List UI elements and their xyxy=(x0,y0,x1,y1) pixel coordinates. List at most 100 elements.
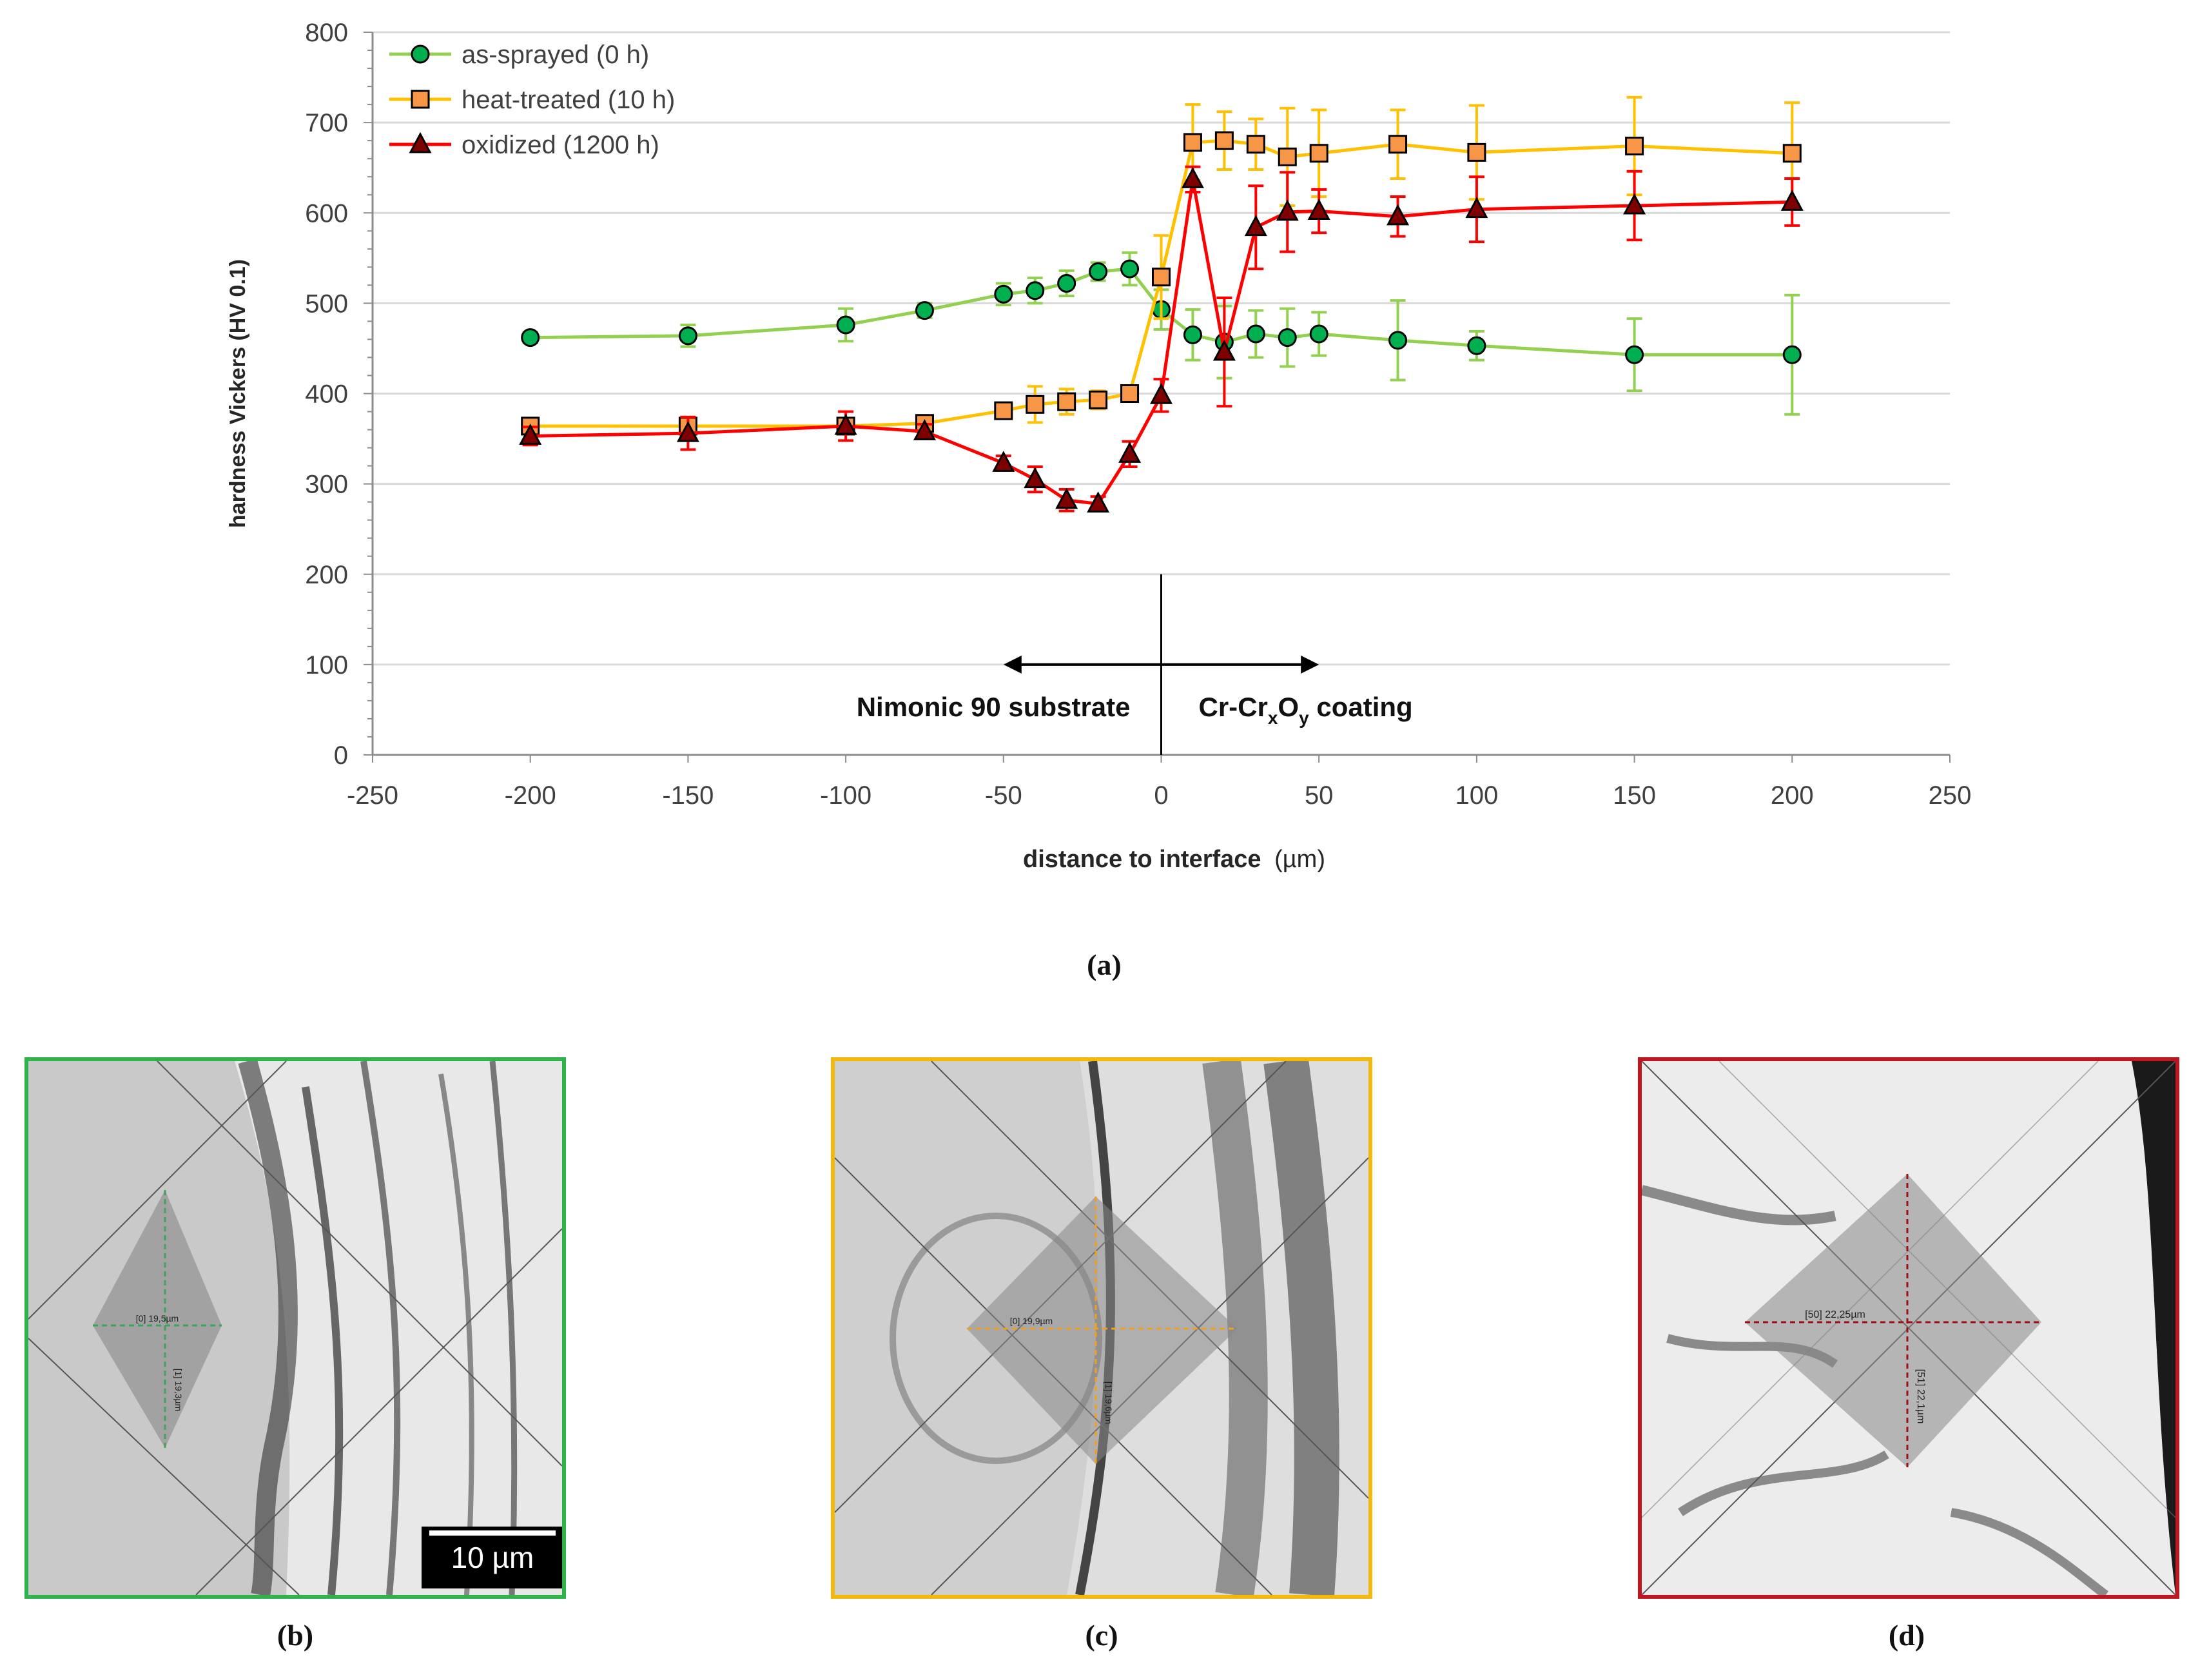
data-point xyxy=(1309,144,1328,163)
x-tick-label: 50 xyxy=(1305,781,1334,810)
legend-label: as-sprayed (0 h) xyxy=(462,41,649,69)
coating-label: Cr-CrxOy coating xyxy=(1199,692,1413,728)
data-point xyxy=(1181,167,1204,188)
data-point xyxy=(1087,491,1110,513)
data-point xyxy=(1388,135,1408,154)
data-point xyxy=(1309,324,1328,344)
x-tick-labels: -250 -200 -150 -100 -50 0 50 100 150 200 250 xyxy=(347,755,1971,810)
x-tick-label: 200 xyxy=(1771,781,1814,810)
data-point xyxy=(1057,392,1076,411)
data-point xyxy=(1467,142,1486,162)
data-point xyxy=(994,401,1013,420)
interface-annotation: Nimonic 90 substrate Cr-CrxOy coating xyxy=(857,574,1413,755)
x-tick-label: 250 xyxy=(1929,781,1972,810)
y-tick-label: 0 xyxy=(334,741,348,770)
coating-label-part: coating xyxy=(1309,692,1413,722)
y-tick-label: 100 xyxy=(305,651,348,679)
data-point xyxy=(1120,259,1140,278)
y-tick-label: 300 xyxy=(305,471,348,499)
data-point xyxy=(1183,325,1202,344)
measurement-label-b-v: [1] 19,3µm xyxy=(173,1369,184,1411)
data-point xyxy=(913,419,936,440)
x-tick-label: 150 xyxy=(1613,781,1656,810)
micrograph-panel-c: [0] 19,9µm [1] 19,6µm xyxy=(831,1057,1372,1599)
data-point xyxy=(1246,324,1265,344)
data-point xyxy=(1387,204,1410,226)
data-point xyxy=(1120,384,1140,403)
measurement-label-d-v: [51] 22,1µm xyxy=(1915,1369,1926,1424)
series-2 xyxy=(519,165,1804,513)
substrate-arrowhead xyxy=(1003,655,1022,674)
data-point xyxy=(1465,197,1488,219)
data-point xyxy=(1149,383,1173,404)
x-tick-label: -250 xyxy=(347,781,398,810)
series-0 xyxy=(521,251,1802,416)
data-point xyxy=(1118,442,1142,463)
caption-b: (b) xyxy=(277,1619,314,1652)
coating-label-part: O xyxy=(1278,692,1299,722)
data-point xyxy=(1278,328,1297,347)
data-point xyxy=(676,420,699,442)
x-tick-label: 100 xyxy=(1455,781,1499,810)
data-point xyxy=(1055,487,1078,509)
legend-marker xyxy=(411,90,430,109)
caption-a: (a) xyxy=(1087,948,1122,981)
data-point xyxy=(1183,133,1202,152)
caption-d: (d) xyxy=(1888,1619,1925,1652)
scale-bar: 10 µm xyxy=(422,1527,562,1588)
x-tick-label: -50 xyxy=(985,781,1022,810)
data-point xyxy=(994,284,1013,304)
x-tick-label: -200 xyxy=(505,781,556,810)
measurement-label-b-h: [0] 19,5µm xyxy=(136,1313,179,1323)
coating-label-part: Cr-Cr xyxy=(1199,692,1268,722)
data-point xyxy=(1212,339,1236,361)
measurement-label-c-v: [1] 19,6µm xyxy=(1104,1382,1114,1424)
data-point xyxy=(519,424,542,445)
coating-label-part: x xyxy=(1268,708,1278,728)
data-point xyxy=(1057,274,1076,293)
x-tick-label: 0 xyxy=(1154,781,1168,810)
data-point xyxy=(1244,215,1267,237)
x-axis-label: distance to interface (µm) xyxy=(1023,846,1325,873)
data-point xyxy=(521,328,540,347)
data-point xyxy=(1388,331,1408,350)
data-point xyxy=(992,451,1015,472)
y-tick-label: 700 xyxy=(305,109,348,137)
coating-arrowhead xyxy=(1301,655,1319,674)
scale-bar-label: 10 µm xyxy=(451,1541,534,1574)
data-point xyxy=(1307,199,1330,220)
data-point xyxy=(915,301,934,320)
data-point xyxy=(1467,336,1486,355)
grid-lines xyxy=(373,31,1950,666)
measurement-label-c-h: [0] 19,9µm xyxy=(1010,1316,1053,1326)
data-point xyxy=(1152,268,1171,287)
micrograph-d-image: [50] 22,25µm [51] 22,1µm xyxy=(1642,1061,2175,1595)
y-tick-label: 200 xyxy=(305,561,348,589)
x-tick-label: -100 xyxy=(820,781,871,810)
micrograph-b-image: [0] 19,5µm [1] 19,3µm xyxy=(28,1061,562,1595)
data-point xyxy=(1026,395,1045,414)
y-tick-label: 500 xyxy=(305,289,348,318)
legend-marker xyxy=(411,44,430,64)
data-series xyxy=(519,95,1804,513)
caption-c: (c) xyxy=(1085,1619,1118,1652)
data-point xyxy=(1089,390,1108,409)
data-point xyxy=(1782,345,1802,364)
data-point xyxy=(1625,345,1644,364)
data-point xyxy=(1623,193,1646,215)
data-point xyxy=(1024,467,1047,489)
micrograph-panel-b: [0] 19,5µm [1] 19,3µm 10 µm xyxy=(24,1057,566,1599)
series-line xyxy=(530,179,1793,506)
legend-marker xyxy=(409,132,432,153)
data-point xyxy=(1089,262,1108,281)
micrograph-c-image: [0] 19,9µm [1] 19,6µm xyxy=(835,1061,1368,1595)
y-tick-label: 400 xyxy=(305,380,348,409)
data-point xyxy=(1214,131,1234,150)
data-point xyxy=(1278,147,1297,166)
data-point xyxy=(834,413,857,435)
substrate-label: Nimonic 90 substrate xyxy=(857,692,1131,722)
y-tick-labels: 0 100 200 300 400 500 600 700 800 xyxy=(305,19,373,770)
y-tick-label: 600 xyxy=(305,199,348,228)
measurement-label-d-h: [50] 22,25µm xyxy=(1805,1309,1865,1320)
x-tick-label: -150 xyxy=(662,781,714,810)
